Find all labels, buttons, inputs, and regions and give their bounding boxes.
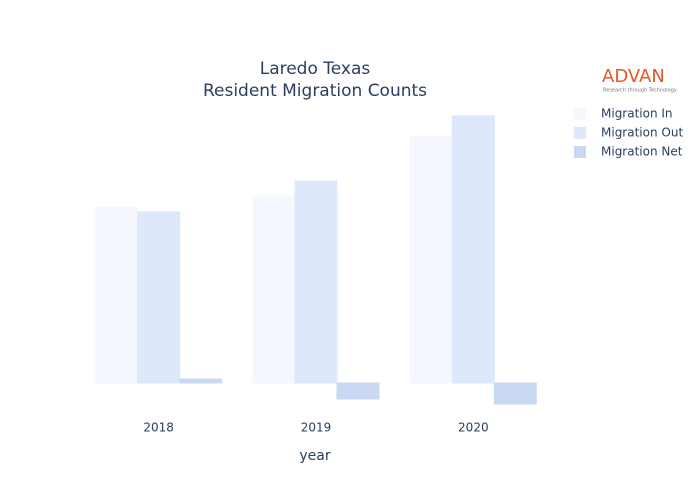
logo-tagline: Research through Technology	[603, 88, 677, 94]
bar	[137, 211, 181, 384]
bar	[294, 180, 338, 384]
bar	[179, 378, 223, 384]
bar	[451, 115, 495, 384]
chart-subtitle: Resident Migration Counts	[203, 81, 427, 101]
x-tick-label: 2019	[301, 421, 332, 435]
bar	[493, 382, 537, 405]
x-axis-label: year	[299, 448, 330, 464]
legend-swatch	[574, 108, 586, 120]
bar	[409, 135, 453, 384]
legend-label: Migration Out	[601, 126, 683, 140]
bar	[95, 206, 139, 384]
x-tick-label: 2018	[143, 421, 174, 435]
legend-label: Migration Net	[601, 145, 683, 159]
legend-swatch	[574, 127, 586, 139]
chart-title: Laredo Texas	[260, 59, 371, 79]
x-tick-label: 2020	[458, 421, 489, 435]
legend-swatch	[574, 146, 586, 158]
legend-label: Migration In	[601, 107, 673, 121]
bar	[252, 196, 296, 384]
logo: ADVAN	[602, 66, 665, 87]
bar	[336, 382, 380, 400]
